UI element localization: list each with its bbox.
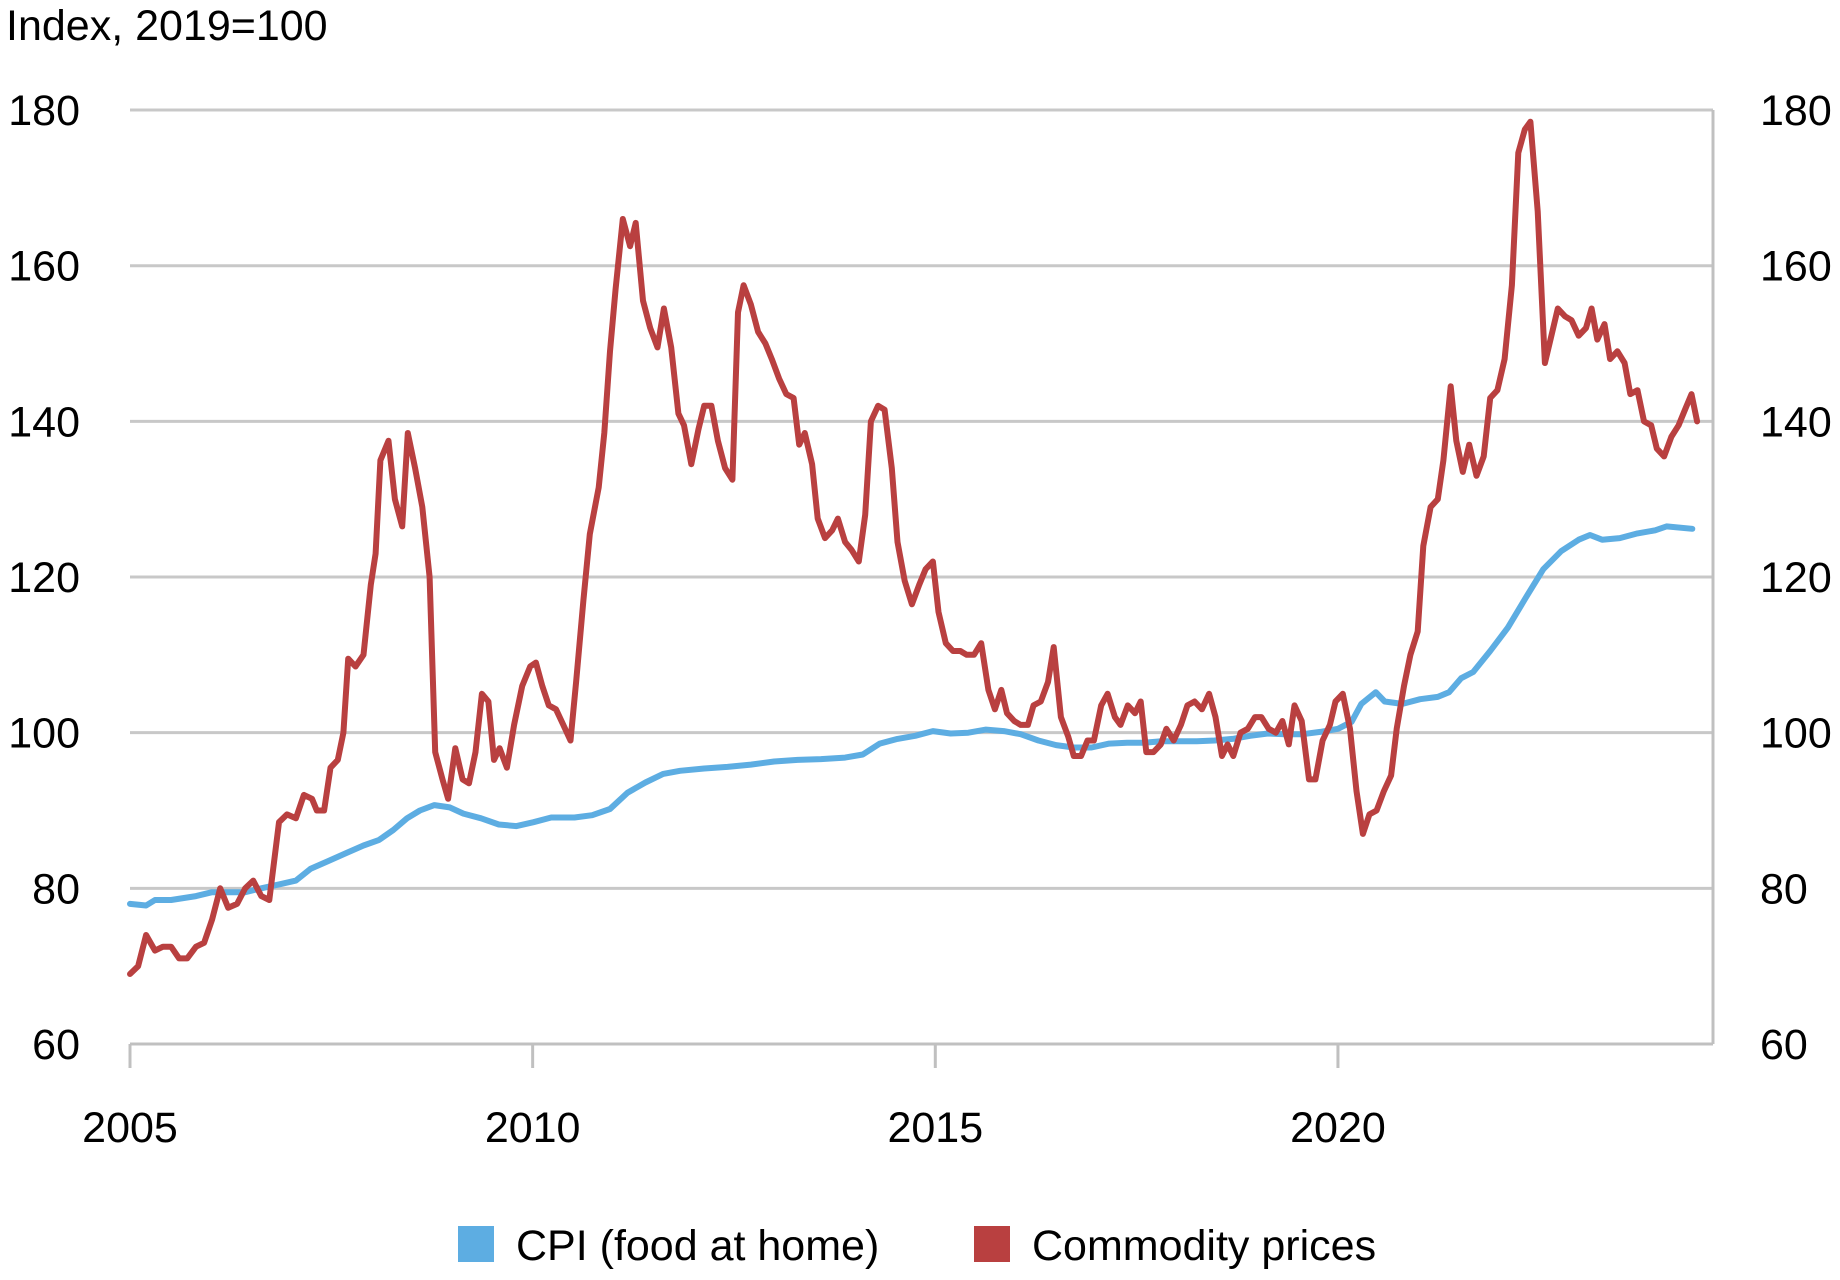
legend-swatch [974,1226,1010,1262]
y-tick-label-right: 120 [1760,554,1832,602]
y-tick-label-right: 160 [1760,243,1832,291]
x-tick-label: 2020 [1290,1104,1386,1152]
y-axis-label: Index, 2019=100 [6,2,328,50]
commodity-prices-line [127,118,1701,977]
y-tick-label-left: 120 [8,554,80,602]
y-tick-label-left: 60 [32,1021,80,1069]
legend: CPI (food at home) Commodity prices [458,1222,1376,1270]
legend-label: Commodity prices [1032,1222,1376,1270]
y-tick-label-left: 180 [8,87,80,135]
y-tick-label-right: 60 [1760,1021,1808,1069]
y-tick-label-left: 140 [8,398,80,446]
y-tick-label-left: 160 [8,243,80,291]
x-tick-label: 2015 [887,1104,983,1152]
cpi-food-at-home-line [127,523,1696,909]
legend-swatch [458,1226,494,1262]
y-tick-label-left: 100 [8,710,80,758]
gridlines [130,108,1713,890]
y-tick-label-right: 100 [1760,710,1832,758]
x-tick-label: 2005 [82,1104,178,1152]
y-tick-label-right: 180 [1760,87,1832,135]
legend-label: CPI (food at home) [516,1222,879,1270]
y-tick-label-right: 140 [1760,398,1832,446]
series-lines [127,118,1701,977]
y-tick-label-right: 80 [1760,865,1808,913]
y-tick-label-left: 80 [32,865,80,913]
axes: 60 60 80 80 100 100 120 120 140 140 160 160 180 180 20… [8,87,1832,1152]
x-tick-label: 2010 [485,1104,581,1152]
